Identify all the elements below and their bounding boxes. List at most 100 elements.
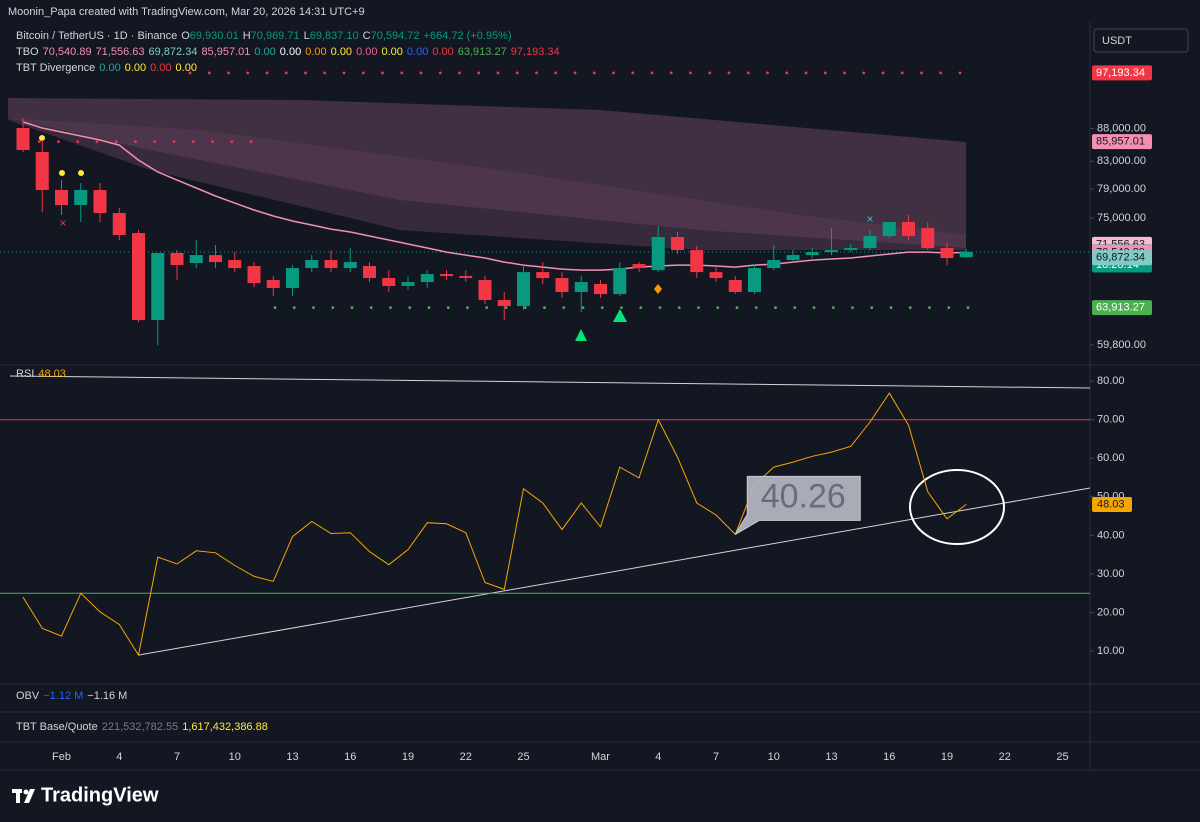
level-dot <box>920 71 923 75</box>
level-dot <box>958 71 962 75</box>
y-tick-label: 75,000.00 <box>1097 212 1146 224</box>
level-dot <box>746 71 750 75</box>
y-tick-label: 60.00 <box>1097 452 1125 464</box>
highlight-circle <box>909 469 1005 545</box>
level-dot <box>650 71 654 75</box>
level-dot <box>207 71 211 75</box>
candle-body <box>132 233 145 321</box>
level-dot <box>804 71 808 75</box>
level-dot <box>458 71 461 75</box>
level-dot <box>408 306 412 310</box>
indicator-value: 0.00 <box>124 62 147 74</box>
level-dot <box>708 71 712 75</box>
level-dot <box>612 71 615 75</box>
candle-body <box>536 272 550 279</box>
candle-body <box>844 248 858 251</box>
y-tick-label: 88,000.00 <box>1097 122 1146 134</box>
candle-body <box>382 278 396 286</box>
rsi-value: 48.03 <box>38 368 66 380</box>
candle-body <box>613 268 627 295</box>
trendline <box>138 487 1091 656</box>
level-dot <box>369 306 373 310</box>
y-tick-label: 59,800.00 <box>1097 339 1146 351</box>
signal-markers: × × <box>39 135 874 341</box>
ohlc-prefix: O <box>181 30 190 42</box>
x-tick-label: 10 <box>229 751 241 763</box>
price-badge-label: 97,193.34 <box>1096 67 1145 79</box>
level-dot <box>900 71 904 75</box>
indicator-value: 0.00 <box>279 46 302 58</box>
level-dot <box>677 306 681 310</box>
candle-body <box>728 280 742 293</box>
level-dot <box>381 71 384 75</box>
symbol: Bitcoin / TetherUS · 1D · Binance <box>16 30 178 42</box>
currency-button[interactable] <box>1093 28 1189 53</box>
candle-body <box>478 280 492 300</box>
level-dot <box>727 71 731 75</box>
level-dot <box>211 140 214 144</box>
level-dot <box>785 71 789 75</box>
level-dot <box>323 71 327 75</box>
level-dot <box>573 71 577 75</box>
candle-body <box>189 255 203 264</box>
trendline <box>9 375 1091 389</box>
level-dot <box>427 306 431 310</box>
indicator-value: 0.00 <box>330 46 353 58</box>
tbt-legend: TBT Base/Quote 221,532,782.55 1,617,432,38… <box>16 721 268 733</box>
level-dot <box>246 71 250 75</box>
ohlc-item: C70,594.72 <box>363 30 420 42</box>
price-badge <box>1092 134 1152 150</box>
indicator-value: 0.00 <box>99 62 121 74</box>
level-dot <box>831 306 835 310</box>
candle-body <box>921 228 935 249</box>
candle-body <box>151 253 165 321</box>
candle-body <box>55 190 68 206</box>
indicator-value: 70,540.89 <box>42 46 92 58</box>
price-badge <box>1092 300 1152 316</box>
candle-body <box>574 282 588 293</box>
candle-body <box>247 266 261 284</box>
level-dot <box>535 71 538 75</box>
indicator-value: 69,872.34 <box>148 46 198 58</box>
candle-body <box>748 268 761 293</box>
y-tick-label: 70.00 <box>1097 414 1125 426</box>
level-dot <box>581 306 585 310</box>
price-badge-label: 69,872.34 <box>1096 252 1145 264</box>
ohlc-prefix: C <box>362 30 371 42</box>
level-dot <box>870 306 874 310</box>
level-dot <box>689 71 692 75</box>
level-dot <box>331 306 335 310</box>
level-dot <box>485 306 489 310</box>
x-tick-label: 22 <box>999 751 1011 763</box>
level-dot <box>95 140 99 144</box>
level-dot <box>496 71 500 75</box>
x-tick-label: 10 <box>768 751 780 763</box>
level-dot <box>76 140 80 144</box>
rsi-line <box>22 392 967 657</box>
level-dot <box>774 306 777 310</box>
level-dot <box>230 140 234 144</box>
tbt-value: 1,617,432,386.88 <box>182 721 268 733</box>
y-tick-label: 80.00 <box>1097 375 1125 387</box>
x-tick-label: 4 <box>116 751 122 763</box>
tbt-name: TBT Base/Quote <box>16 721 98 733</box>
level-dot <box>735 306 739 310</box>
tbt-value: 221,532,782.55 <box>101 721 179 733</box>
x-tick-label: 13 <box>825 751 837 763</box>
candle-body <box>805 252 819 256</box>
level-dot <box>766 71 769 75</box>
x-tick-label: 19 <box>941 751 953 763</box>
price-badge-label: 63,913.27 <box>1096 302 1145 314</box>
candle-body <box>16 128 30 150</box>
level-dot <box>793 306 797 310</box>
level-dot <box>889 306 893 310</box>
x-tick-label: 4 <box>655 751 661 763</box>
level-dot <box>466 306 469 310</box>
candle-body <box>709 272 723 279</box>
indicator-value: 0.00 <box>305 46 327 58</box>
level-dot <box>716 306 720 310</box>
candle-body <box>825 250 838 253</box>
level-dot <box>928 306 931 310</box>
level-dot <box>477 71 481 75</box>
